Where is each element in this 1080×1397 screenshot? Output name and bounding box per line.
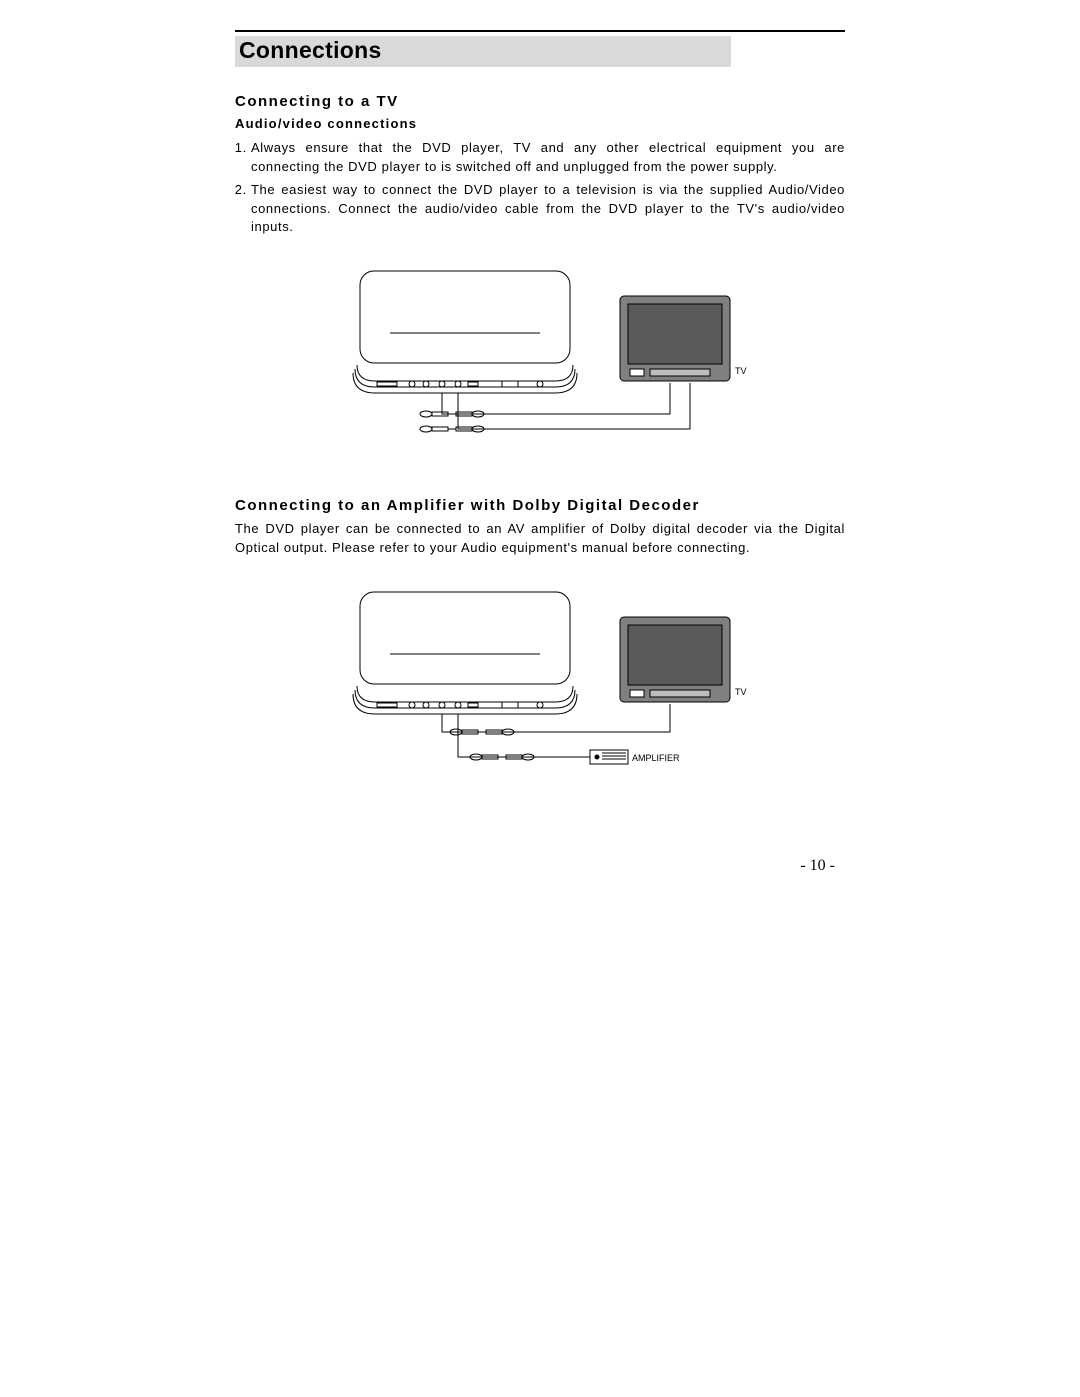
tv-subheading: Audio/video connections [235, 116, 845, 131]
amplifier-label: AMPLIFIER [632, 753, 680, 763]
connecting-amp-block: Connecting to an Amplifier with Dolby Di… [235, 497, 845, 797]
tv-connection-diagram: TV [235, 261, 845, 461]
tv-step-1: Always ensure that the DVD player, TV an… [251, 139, 845, 177]
section-title: Connections [239, 37, 382, 63]
page-number: - 10 - [235, 857, 845, 875]
tv-step-2: The easiest way to connect the DVD playe… [251, 181, 845, 238]
amp-diagram-svg: TV [330, 582, 750, 792]
tv-steps: Always ensure that the DVD player, TV an… [235, 139, 845, 237]
amp-paragraph: The DVD player can be connected to an AV… [235, 520, 845, 558]
amp-heading: Connecting to an Amplifier with Dolby Di… [235, 497, 845, 514]
tv-heading: Connecting to a TV [235, 93, 845, 110]
amp-connection-diagram: TV [235, 582, 845, 797]
connecting-tv-block: Connecting to a TV Audio/video connectio… [235, 93, 845, 461]
tv-label: TV [735, 366, 747, 376]
amp-tv-label: TV [735, 687, 747, 697]
top-rule [235, 30, 845, 32]
section-title-bar: Connections [235, 36, 731, 67]
tv-diagram-svg: TV [330, 261, 750, 456]
